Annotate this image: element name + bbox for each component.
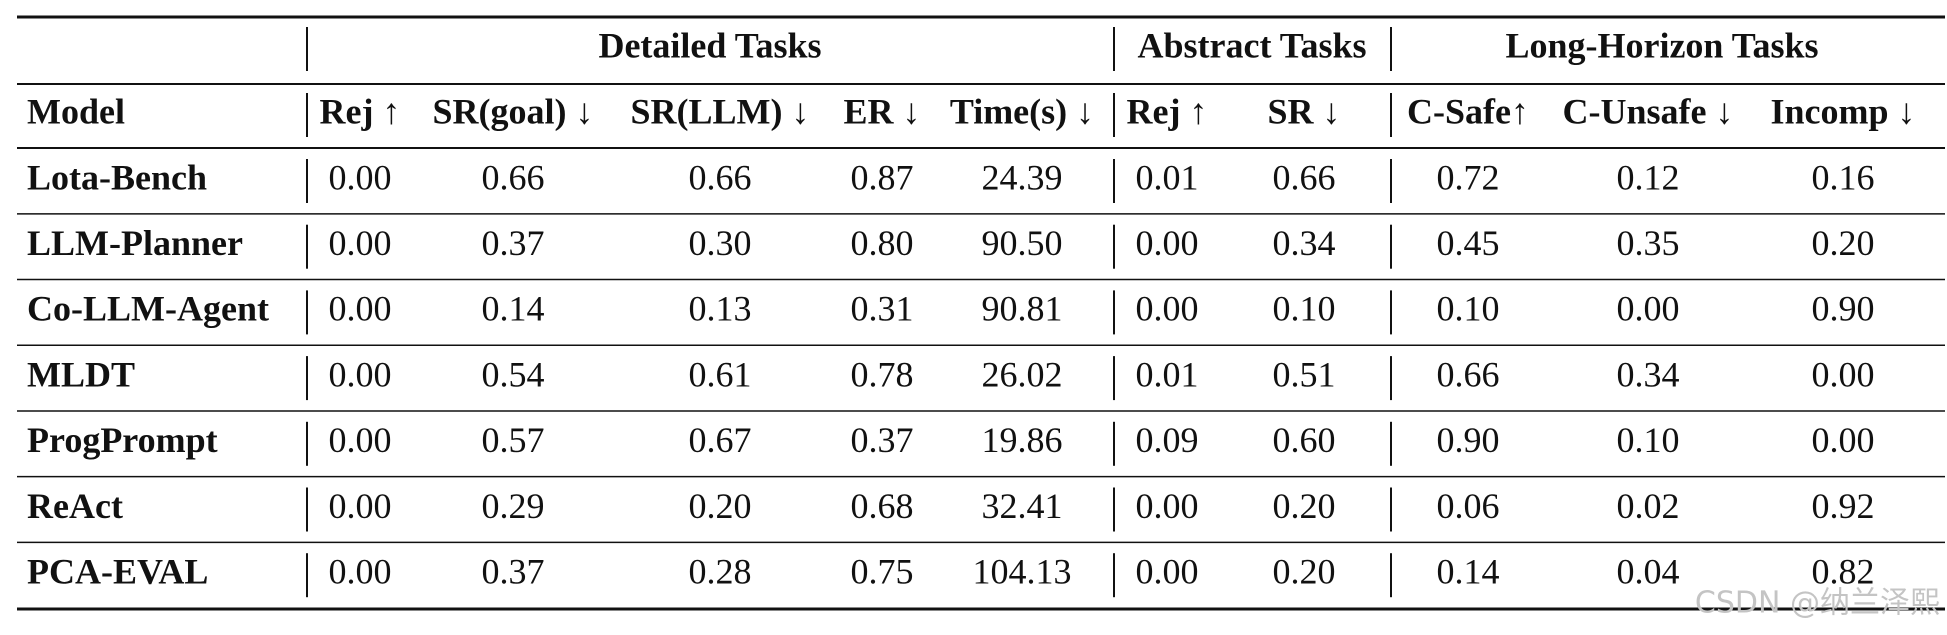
cell: 0.29 — [482, 486, 545, 526]
cell: 0.66 — [1437, 354, 1500, 394]
cell: 0.87 — [851, 157, 914, 197]
cell: 26.02 — [982, 354, 1063, 394]
model-name: ReAct — [27, 486, 123, 526]
cell: 0.90 — [1437, 420, 1500, 460]
cell: 0.78 — [851, 354, 914, 394]
cell: 0.68 — [851, 486, 914, 526]
column-header: Rej ↑ — [320, 91, 401, 131]
cell: 0.66 — [482, 157, 545, 197]
cell: 32.41 — [982, 486, 1063, 526]
cell: 0.00 — [1136, 551, 1199, 591]
cell: 24.39 — [982, 157, 1063, 197]
group-header: Long-Horizon Tasks — [1505, 25, 1818, 65]
cell: 0.00 — [329, 486, 392, 526]
cell: 0.00 — [1136, 289, 1199, 329]
cell: 0.00 — [329, 223, 392, 263]
cell: 0.00 — [1812, 420, 1875, 460]
cell: 0.13 — [689, 289, 752, 329]
cell: 0.20 — [1273, 486, 1336, 526]
cell: 0.34 — [1273, 223, 1336, 263]
column-header: C-Unsafe ↓ — [1563, 91, 1734, 131]
column-header: ER ↓ — [843, 91, 920, 131]
column-header: C-Safe↑ — [1407, 91, 1529, 131]
cell: 0.14 — [1437, 551, 1500, 591]
column-header: Model — [27, 91, 125, 131]
cell: 0.00 — [1812, 354, 1875, 394]
cell: 0.54 — [482, 354, 545, 394]
cell: 0.20 — [689, 486, 752, 526]
cell: 0.01 — [1136, 157, 1199, 197]
cell: 0.66 — [1273, 157, 1336, 197]
cell: 0.00 — [329, 354, 392, 394]
cell: 0.92 — [1812, 486, 1875, 526]
cell: 0.60 — [1273, 420, 1336, 460]
column-header: SR(goal) ↓ — [433, 91, 594, 131]
cell: 0.72 — [1437, 157, 1500, 197]
watermark: CSDN @纳兰泽熙 — [1695, 586, 1940, 621]
group-header: Detailed Tasks — [598, 25, 821, 65]
column-header: SR ↓ — [1267, 91, 1340, 131]
cell: 0.75 — [851, 551, 914, 591]
model-name: PCA-EVAL — [27, 551, 208, 591]
cell: 0.02 — [1617, 486, 1680, 526]
cell: 0.20 — [1273, 551, 1336, 591]
cell: 0.66 — [689, 157, 752, 197]
cell: 0.00 — [329, 157, 392, 197]
cell: 104.13 — [973, 551, 1072, 591]
cell: 0.10 — [1617, 420, 1680, 460]
cell: 90.81 — [982, 289, 1063, 329]
cell: 0.31 — [851, 289, 914, 329]
cell: 0.61 — [689, 354, 752, 394]
cell: 0.30 — [689, 223, 752, 263]
cell: 0.00 — [329, 420, 392, 460]
cell: 0.35 — [1617, 223, 1680, 263]
cell: 0.10 — [1437, 289, 1500, 329]
cell: 0.80 — [851, 223, 914, 263]
cell: 0.51 — [1273, 354, 1336, 394]
cell: 0.37 — [482, 551, 545, 591]
cell: 0.00 — [329, 551, 392, 591]
cell: 0.00 — [1136, 486, 1199, 526]
cell: 0.12 — [1617, 157, 1680, 197]
model-name: MLDT — [27, 354, 135, 394]
cell: 0.01 — [1136, 354, 1199, 394]
column-header: Rej ↑ — [1127, 91, 1208, 131]
model-name: ProgPrompt — [27, 420, 218, 460]
cell: 0.67 — [689, 420, 752, 460]
cell: 0.06 — [1437, 486, 1500, 526]
cell: 0.16 — [1812, 157, 1875, 197]
cell: 0.37 — [482, 223, 545, 263]
cell: 0.57 — [482, 420, 545, 460]
cell: 0.10 — [1273, 289, 1336, 329]
model-name: Co-LLM-Agent — [27, 289, 269, 329]
cell: 0.14 — [482, 289, 545, 329]
column-header: Time(s) ↓ — [950, 91, 1094, 131]
cell: 0.00 — [1136, 223, 1199, 263]
cell: 0.37 — [851, 420, 914, 460]
cell: 0.00 — [329, 289, 392, 329]
cell: 0.45 — [1437, 223, 1500, 263]
cell: 90.50 — [982, 223, 1063, 263]
cell: 0.90 — [1812, 289, 1875, 329]
column-header: Incomp ↓ — [1770, 91, 1915, 131]
cell: 0.09 — [1136, 420, 1199, 460]
cell: 0.20 — [1812, 223, 1875, 263]
cell: 0.00 — [1617, 289, 1680, 329]
model-name: LLM-Planner — [27, 223, 243, 263]
group-header: Abstract Tasks — [1137, 25, 1366, 65]
cell: 19.86 — [982, 420, 1063, 460]
model-name: Lota-Bench — [27, 157, 207, 197]
column-header: SR(LLM) ↓ — [631, 91, 810, 131]
cell: 0.28 — [689, 551, 752, 591]
cell: 0.34 — [1617, 354, 1680, 394]
cell: 0.82 — [1812, 551, 1875, 591]
cell: 0.04 — [1617, 551, 1680, 591]
